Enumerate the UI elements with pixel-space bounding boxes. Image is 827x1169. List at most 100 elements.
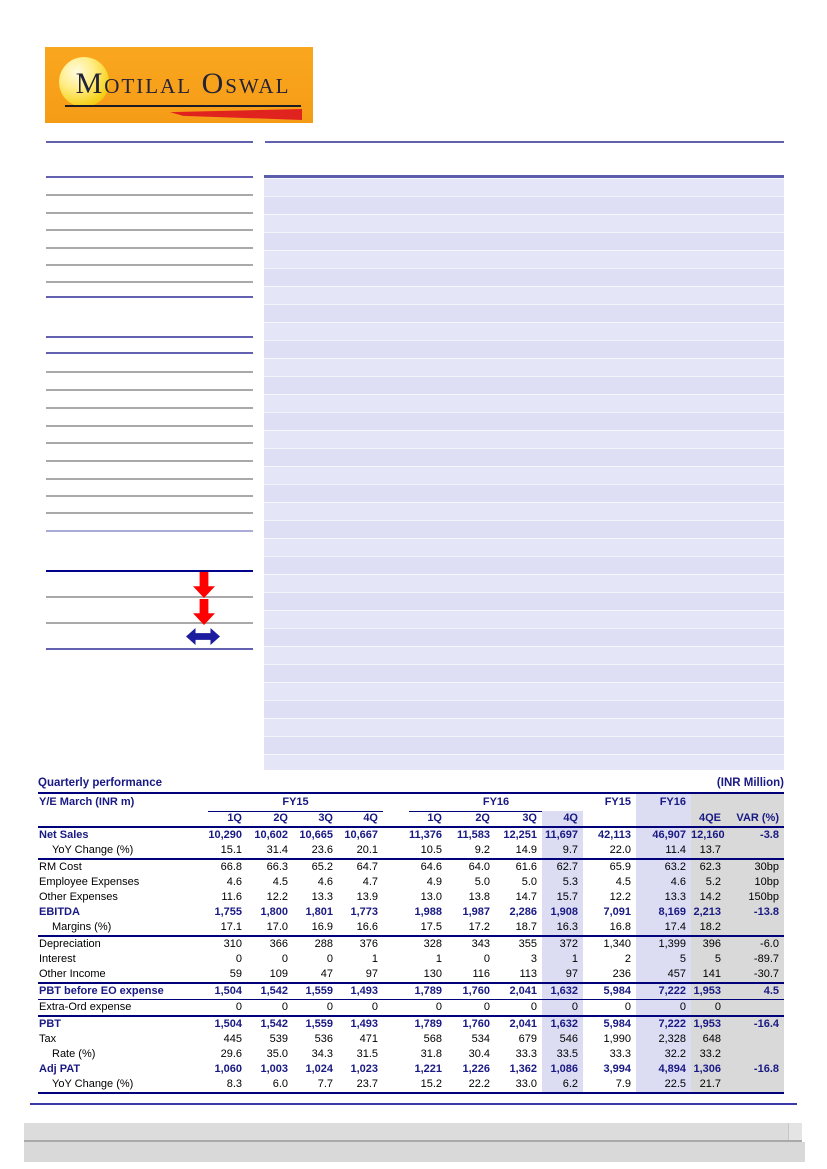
blank-row-line <box>46 281 253 283</box>
cell-value: 471 <box>359 1033 378 1045</box>
cell-value: 568 <box>423 1033 442 1045</box>
cell-value: 64.7 <box>356 861 378 873</box>
cell-value: 109 <box>269 968 288 980</box>
cell-value: 7.7 <box>317 1078 333 1090</box>
cell-value: 1,789 <box>414 985 442 997</box>
cell-value: 13.8 <box>468 891 490 903</box>
table-row: YoY Change (%) 8.3 6.0 7.7 23.7 15.2 22.2 33.0 6… <box>38 1077 784 1092</box>
logo-underline <box>65 105 301 107</box>
blank-row-line <box>46 264 253 266</box>
cell-value <box>726 1047 784 1062</box>
cell-value: 4.6 <box>636 875 691 890</box>
cell-value: 546 <box>542 1032 583 1047</box>
table-unit-label: (INR Million) <box>716 777 784 789</box>
cell-value: 539 <box>269 1033 288 1045</box>
cell-value: 116 <box>472 968 490 980</box>
cell-value: 3 <box>530 953 537 965</box>
table-row: PBT 1,504 1,542 1,559 1,493 1,789 1,760 2,041 1,… <box>38 1017 784 1032</box>
cell-value: -3.8 <box>726 828 784 843</box>
quarter-header-fy15-2Q: 2Q <box>273 812 288 824</box>
table-row: PBT before EO expense 1,504 1,542 1,559 1,49… <box>38 984 784 1000</box>
cell-value: 1,003 <box>260 1063 288 1075</box>
cell-value: 1,632 <box>542 1017 583 1032</box>
cell-value: 288 <box>314 938 333 950</box>
logo-wordmark: Motilal Oswal <box>75 67 291 100</box>
table-row: Other Income 59 109 47 97 130 116 113 97 236 457 14… <box>38 967 784 984</box>
cell-value: 376 <box>359 938 378 950</box>
table-row: Other Expenses 11.6 12.2 13.3 13.9 13.0 13.8 14… <box>38 890 784 905</box>
cell-value: 1,493 <box>350 1018 378 1030</box>
cell-value: 0 <box>235 1001 242 1013</box>
cell-value: 2,041 <box>509 985 537 997</box>
cell-value: 0 <box>435 1001 442 1013</box>
cell-value: 141 <box>691 967 726 982</box>
row-label: Extra-Ord expense <box>39 1001 132 1013</box>
footer-bar-1 <box>24 1123 802 1142</box>
header-empty <box>583 811 636 826</box>
cell-value: 5 <box>691 952 726 967</box>
cell-value: 33.3 <box>609 1048 631 1060</box>
divider-line <box>46 141 253 143</box>
cell-value: 15.1 <box>220 844 242 856</box>
row-label: YoY Change (%) <box>52 1078 134 1090</box>
quarter-header-fy16-3Q: 3Q <box>522 812 537 824</box>
footer-bar-notch <box>788 1123 802 1140</box>
row-label: Other Income <box>39 968 106 980</box>
cell-value: 64.0 <box>468 861 490 873</box>
cell-value: 366 <box>269 938 288 950</box>
table-row: RM Cost 66.8 66.3 65.2 64.7 64.6 64.0 61.6 62.7 6… <box>38 860 784 875</box>
cell-value: 11,376 <box>408 829 442 841</box>
cell-value: 15.7 <box>542 890 583 905</box>
cell-value: 16.8 <box>609 921 631 933</box>
quarter-header-fy15-1Q: 1Q <box>227 812 242 824</box>
column-gap <box>383 1047 401 1062</box>
column-gap <box>383 890 401 905</box>
logo-red-swoosh-icon <box>170 109 302 120</box>
cell-value: 310 <box>223 938 242 950</box>
cell-value: 14.7 <box>515 891 537 903</box>
table-row: Adj PAT 1,060 1,003 1,024 1,023 1,221 1,226 1,3… <box>38 1062 784 1077</box>
cell-value: 23.7 <box>356 1078 378 1090</box>
column-gap <box>383 843 401 858</box>
cell-value: 445 <box>223 1033 242 1045</box>
cell-value: 1,060 <box>214 1063 242 1075</box>
cell-value: 31.8 <box>420 1048 442 1060</box>
cell-value: 1,306 <box>691 1062 726 1077</box>
table-row: Tax 445 539 536 471 568 534 679 546 1,990 2,328 648 <box>38 1032 784 1047</box>
cell-value: 1,086 <box>542 1062 583 1077</box>
cell-value: 66.8 <box>220 861 242 873</box>
header-gray-spacer <box>691 794 784 811</box>
cell-value: -13.8 <box>726 905 784 920</box>
cell-value: 11.4 <box>636 843 691 858</box>
cell-value: 13.3 <box>311 891 333 903</box>
cell-value: 343 <box>471 938 490 950</box>
cell-value <box>726 1077 784 1092</box>
cell-value: 1,987 <box>462 906 490 918</box>
cell-value: 31.4 <box>266 844 288 856</box>
cell-value: 1,908 <box>542 905 583 920</box>
cell-value: 7,222 <box>636 984 691 999</box>
row-label: Tax <box>39 1033 57 1045</box>
blank-row-line <box>46 460 253 462</box>
table-row: Rate (%) 29.6 35.0 34.3 31.5 31.8 30.4 33.3 33.5… <box>38 1047 784 1062</box>
cell-value: 61.6 <box>515 861 537 873</box>
cell-value: 59 <box>229 968 242 980</box>
blank-row-line <box>46 596 253 598</box>
table-row: Interest 0 0 0 1 1 0 3 1 2 5 5 -89.7 <box>38 952 784 967</box>
cell-value: 10.5 <box>420 844 442 856</box>
row-label: Interest <box>39 953 76 965</box>
cell-value: 22.0 <box>609 844 631 856</box>
cell-value: 16.9 <box>311 921 333 933</box>
column-gap <box>383 828 401 843</box>
cell-value: 9.7 <box>542 843 583 858</box>
cell-value: 2,328 <box>636 1032 691 1047</box>
cell-value: 15.2 <box>420 1078 442 1090</box>
quarter-header-fy15-4Q: 4Q <box>363 812 378 824</box>
cell-value: 17.4 <box>636 920 691 935</box>
cell-value: 10,602 <box>254 829 288 841</box>
column-gap <box>383 1000 401 1015</box>
table-row: Employee Expenses 4.6 4.5 4.6 4.7 4.9 5.0 5.0 5.… <box>38 875 784 890</box>
cell-value: 0 <box>281 1001 288 1013</box>
cell-value: 4.5 <box>726 984 784 999</box>
cell-value: 4,894 <box>636 1062 691 1077</box>
